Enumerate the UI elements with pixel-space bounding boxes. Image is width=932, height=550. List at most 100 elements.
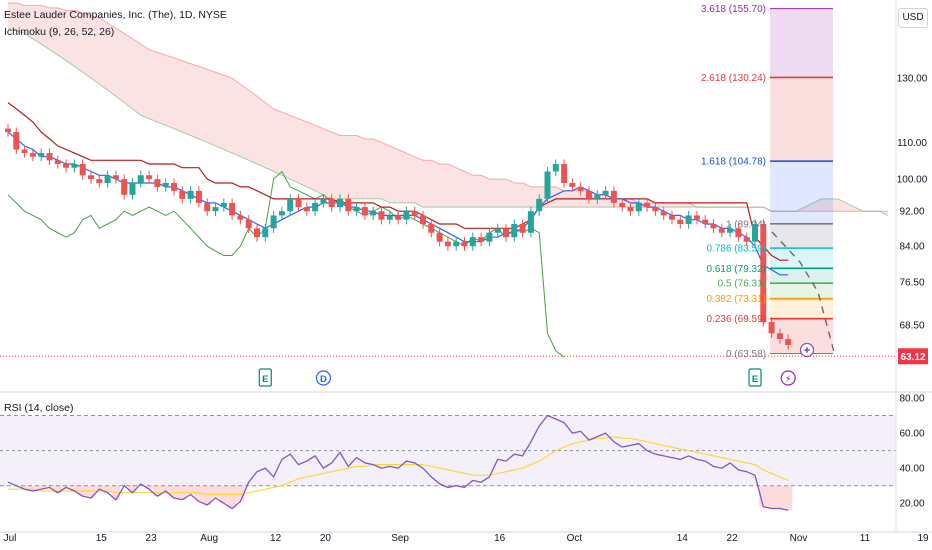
dividend-marker[interactable]: D: [315, 370, 331, 386]
earnings-marker[interactable]: E: [748, 368, 762, 387]
candle[interactable]: [685, 210, 692, 229]
candle[interactable]: [453, 237, 460, 251]
candle[interactable]: [220, 198, 227, 212]
flash-marker[interactable]: ⚡: [780, 370, 796, 386]
candle[interactable]: [577, 182, 584, 196]
candle[interactable]: [660, 206, 667, 221]
candle[interactable]: [536, 194, 543, 216]
candle[interactable]: [378, 206, 385, 225]
candle[interactable]: [229, 198, 236, 221]
candle[interactable]: [486, 228, 493, 247]
rsi-pane[interactable]: [0, 414, 896, 511]
candle[interactable]: [428, 219, 435, 238]
candle[interactable]: [112, 170, 119, 184]
candle[interactable]: [652, 202, 659, 216]
candle[interactable]: [635, 198, 642, 216]
candle[interactable]: [320, 194, 327, 208]
candles[interactable]: [5, 124, 792, 350]
candle[interactable]: [403, 206, 410, 225]
candle[interactable]: [237, 210, 244, 225]
candle[interactable]: [187, 186, 194, 204]
candle[interactable]: [5, 124, 11, 137]
candle[interactable]: [21, 144, 28, 158]
candle[interactable]: [129, 178, 136, 200]
candle[interactable]: [204, 198, 211, 216]
candle[interactable]: [361, 202, 368, 221]
candle[interactable]: [511, 219, 518, 242]
candle[interactable]: [29, 148, 36, 162]
candle[interactable]: [569, 178, 576, 192]
candle[interactable]: [710, 219, 717, 233]
candle[interactable]: [461, 237, 468, 251]
candle[interactable]: [743, 232, 750, 247]
candle[interactable]: [179, 186, 186, 204]
candle[interactable]: [760, 219, 767, 327]
candle[interactable]: [262, 223, 269, 242]
candle[interactable]: [669, 210, 675, 225]
candle[interactable]: [785, 334, 792, 350]
candle[interactable]: [171, 178, 177, 196]
candle[interactable]: [79, 159, 86, 180]
candle[interactable]: [254, 223, 260, 242]
candle[interactable]: [278, 206, 285, 221]
candle[interactable]: [270, 210, 277, 233]
candle[interactable]: [386, 210, 393, 225]
candle[interactable]: [586, 186, 592, 204]
fibonacci-levels[interactable]: 3.618 (155.70) 2.618 (130.24) 1.618 (104.7…: [701, 4, 835, 360]
symbol-title[interactable]: Estee Lauder Companies, Inc. (The), 1D, …: [4, 9, 227, 21]
candle[interactable]: [295, 194, 302, 212]
candle[interactable]: [411, 206, 418, 221]
candle[interactable]: [287, 194, 294, 216]
candle[interactable]: [312, 198, 319, 216]
candle[interactable]: [469, 232, 476, 251]
candle[interactable]: [444, 237, 451, 251]
candle[interactable]: [46, 148, 53, 165]
candle[interactable]: [154, 174, 161, 192]
candle[interactable]: [96, 174, 103, 188]
candle[interactable]: [212, 202, 219, 216]
candle[interactable]: [519, 219, 526, 238]
candle[interactable]: [702, 215, 709, 229]
candle[interactable]: [195, 186, 202, 208]
candle[interactable]: [395, 210, 402, 225]
candle[interactable]: [436, 228, 443, 247]
candle[interactable]: [146, 170, 153, 184]
candle[interactable]: [420, 210, 426, 229]
candle[interactable]: [677, 215, 684, 229]
candle[interactable]: [104, 170, 111, 188]
candle[interactable]: [303, 202, 310, 216]
candle[interactable]: [88, 170, 94, 184]
candle[interactable]: [776, 328, 783, 344]
candle[interactable]: [162, 178, 169, 192]
candle[interactable]: [63, 159, 70, 173]
currency-button[interactable]: USD: [898, 8, 928, 28]
candle[interactable]: [494, 223, 501, 238]
candle[interactable]: [544, 166, 551, 204]
candle[interactable]: [727, 223, 734, 238]
candle[interactable]: [561, 159, 568, 188]
candle[interactable]: [54, 155, 61, 169]
candle[interactable]: [527, 206, 534, 238]
candle[interactable]: [345, 194, 352, 216]
candle[interactable]: [627, 202, 634, 216]
candle[interactable]: [370, 206, 377, 221]
candle[interactable]: [503, 223, 509, 242]
candle[interactable]: [768, 317, 775, 338]
candle[interactable]: [13, 127, 20, 155]
ichimoku-label[interactable]: Ichimoku (9, 26, 52, 26): [4, 26, 115, 38]
candle[interactable]: [245, 215, 252, 233]
candle[interactable]: [337, 194, 343, 212]
candle[interactable]: [137, 170, 144, 188]
candle[interactable]: [478, 232, 485, 247]
candle[interactable]: [619, 198, 626, 212]
candle[interactable]: [353, 202, 360, 216]
candle[interactable]: [121, 174, 128, 200]
candle[interactable]: [735, 223, 742, 242]
candle[interactable]: [71, 159, 78, 173]
candle[interactable]: [693, 210, 700, 225]
candle[interactable]: [602, 186, 609, 200]
candle[interactable]: [328, 194, 335, 212]
rsi-label[interactable]: RSI (14, close): [4, 402, 74, 414]
earnings-marker[interactable]: E: [258, 368, 272, 387]
